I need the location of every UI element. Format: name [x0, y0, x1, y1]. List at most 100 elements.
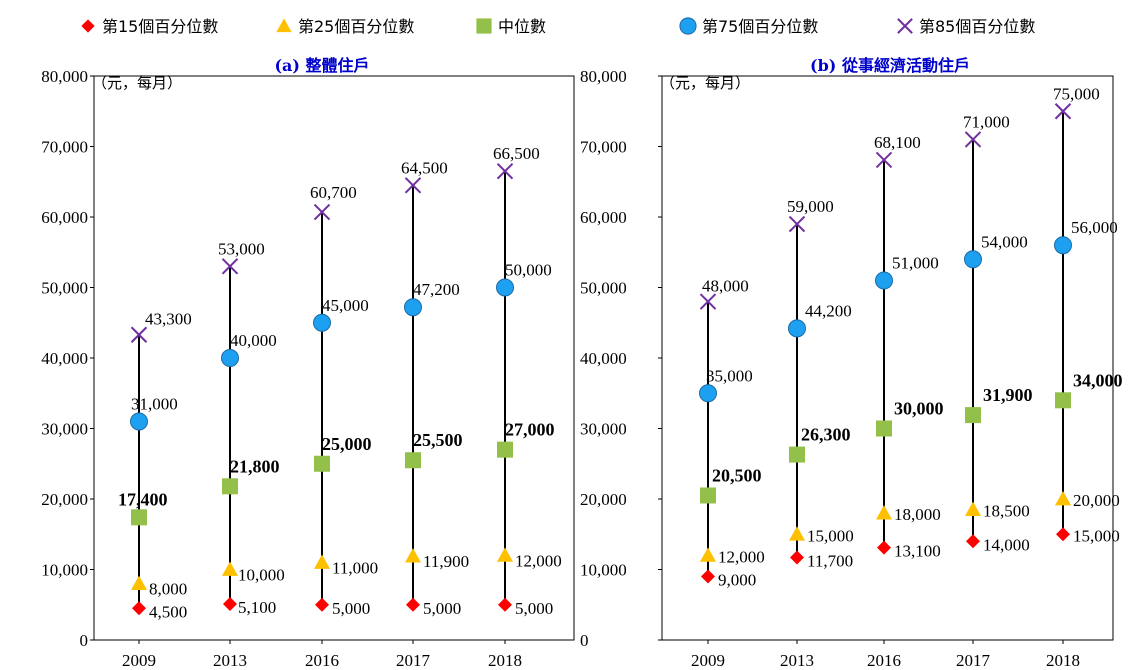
data-label-p75: 51,000 — [892, 253, 939, 272]
data-label-p15: 4,500 — [149, 602, 187, 621]
x-tick-label: 2016 — [305, 651, 339, 670]
data-label-p15: 11,700 — [807, 552, 853, 571]
y-tick-label: 40,000 — [580, 349, 627, 368]
y-tick-label: 30,000 — [41, 420, 88, 439]
data-label-p85: 59,000 — [787, 197, 834, 216]
data-label-p85: 43,300 — [145, 310, 192, 329]
data-label-p25: 15,000 — [807, 526, 854, 545]
x-tick-label: 2013 — [780, 651, 814, 670]
marker-p15 — [315, 597, 329, 612]
data-label-p25: 10,000 — [238, 566, 285, 585]
legend-label-median: 中位數 — [498, 17, 546, 36]
marker-p75 — [875, 271, 893, 290]
data-label-p15: 5,100 — [238, 598, 276, 617]
legend-item-median: 中位數 — [476, 17, 546, 36]
y-tick-label: 20,000 — [580, 490, 627, 509]
y-tick-label: 20,000 — [41, 490, 88, 509]
legend-item-p25: 第25個百分位數 — [276, 17, 414, 36]
data-label-p85: 68,100 — [874, 133, 921, 152]
y-tick-label: 10,000 — [41, 561, 88, 580]
y-tick-label: 70,000 — [580, 138, 627, 157]
panel-a: (a) 整體住戶 （元，每月） 0 10,000 20,000 30,000 40,000 5… — [41, 56, 575, 670]
marker-p25 — [131, 575, 147, 590]
data-label-p25: 18,500 — [983, 502, 1030, 521]
marker-p25 — [1055, 491, 1071, 506]
y-tick-label: 80,000 — [580, 67, 627, 86]
y-tick-label: 10,000 — [580, 561, 627, 580]
legend-marker-median-icon — [476, 18, 492, 34]
y-tick-label: 80,000 — [41, 67, 88, 86]
x-tick-label: 2017 — [956, 651, 991, 670]
legend-marker-p15-icon — [81, 19, 95, 33]
marker-p25 — [314, 554, 330, 569]
y-tick-label: 60,000 — [580, 208, 627, 227]
legend-marker-p75-icon — [679, 17, 697, 35]
data-label-p15: 5,000 — [423, 599, 461, 618]
y-axis-unit: （元，每月） — [92, 74, 182, 92]
marker-p25 — [497, 547, 513, 562]
y-tick-label: 70,000 — [41, 138, 88, 157]
legend: 第15個百分位數 第25個百分位數 中位數 第75個百分位數 第85個百分位數 — [81, 17, 1035, 36]
x-tick-label: 2017 — [396, 651, 431, 670]
marker-p85 — [496, 162, 514, 180]
y-tick-label: 50,000 — [41, 279, 88, 298]
marker-p85 — [221, 258, 239, 275]
marker-p15 — [223, 597, 237, 612]
data-label-median: 27,000 — [505, 420, 555, 440]
marker-p75 — [313, 313, 331, 332]
legend-item-p85: 第85個百分位數 — [897, 17, 1035, 36]
data-label-p25: 11,900 — [423, 552, 469, 571]
marker-p75 — [496, 278, 514, 297]
legend-label-p85: 第85個百分位數 — [919, 17, 1035, 36]
data-label-p15: 14,000 — [983, 535, 1030, 554]
data-label-p75: 35,000 — [706, 366, 753, 385]
marker-p15 — [701, 569, 715, 584]
legend-item-p75: 第75個百分位數 — [679, 17, 818, 36]
legend-label-p15: 第15個百分位數 — [102, 17, 218, 36]
data-label-p75: 47,200 — [413, 280, 460, 299]
marker-p75 — [699, 384, 717, 403]
data-label-p75: 31,000 — [131, 394, 178, 413]
marker-p15 — [1056, 527, 1070, 542]
marker-p15 — [132, 601, 146, 616]
marker-p15 — [406, 597, 420, 612]
x-tick-label: 2009 — [691, 651, 725, 670]
data-label-p75: 54,000 — [981, 232, 1028, 251]
marker-median — [222, 478, 238, 495]
marker-p75 — [221, 349, 239, 367]
marker-p85 — [788, 215, 806, 233]
data-label-p25: 12,000 — [515, 551, 562, 570]
data-label-p85: 64,500 — [401, 158, 448, 177]
marker-p75 — [130, 412, 148, 431]
marker-median — [789, 446, 805, 463]
y-tick-label: 0 — [80, 631, 89, 650]
data-label-median: 31,900 — [983, 385, 1033, 405]
marker-p75 — [1054, 236, 1072, 255]
panel-title: (a) 整體住戶 — [274, 56, 369, 75]
data-label-p85: 48,000 — [702, 277, 749, 296]
legend-marker-p85-icon — [897, 18, 913, 34]
marker-median — [965, 407, 981, 424]
data-label-median: 17,400 — [118, 489, 168, 509]
data-label-median: 20,500 — [712, 465, 762, 485]
x-tick-label: 2013 — [213, 651, 247, 670]
x-tick-label: 2018 — [488, 651, 522, 670]
y-axis-unit: （元，每月） — [660, 74, 750, 92]
marker-median — [131, 509, 147, 526]
data-label-p75: 45,000 — [322, 296, 369, 315]
data-label-p75: 40,000 — [230, 331, 277, 350]
marker-p85 — [875, 151, 893, 169]
marker-median — [1055, 392, 1071, 409]
data-label-p85: 75,000 — [1053, 84, 1100, 103]
y-tick-label: 60,000 — [41, 208, 88, 227]
data-label-p15: 5,000 — [332, 599, 370, 618]
x-tick-label: 2009 — [122, 651, 156, 670]
legend-label-p25: 第25個百分位數 — [298, 17, 414, 36]
marker-median — [700, 487, 716, 504]
marker-p15 — [877, 540, 891, 555]
marker-median — [876, 420, 892, 437]
data-label-p75: 50,000 — [505, 261, 552, 280]
data-label-p25: 11,000 — [332, 558, 378, 577]
data-label-median: 34,000 — [1073, 370, 1123, 390]
